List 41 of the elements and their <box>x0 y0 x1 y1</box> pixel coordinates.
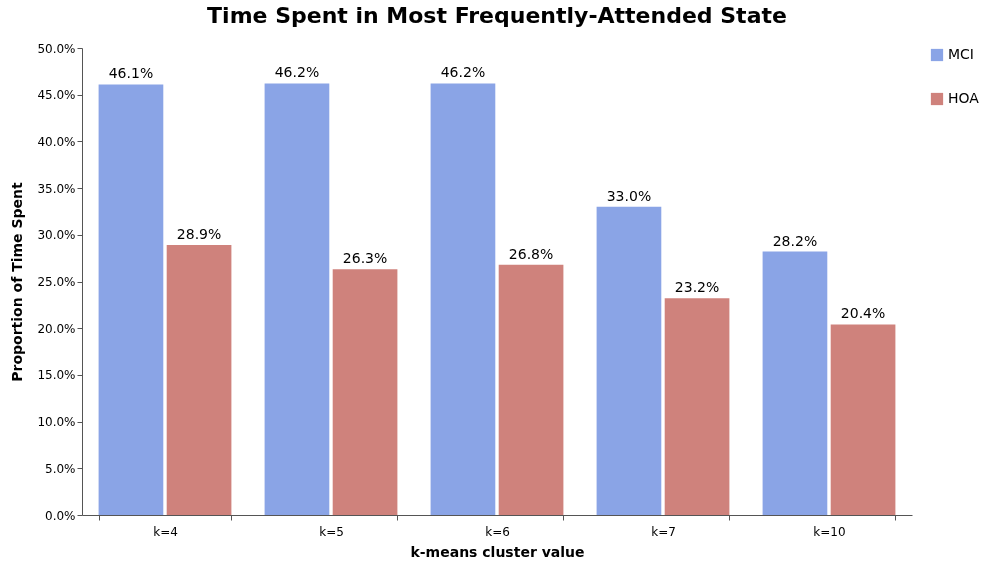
x-tick-label: k=6 <box>485 524 510 539</box>
data-label: 23.2% <box>674 279 720 296</box>
x-tick-label: k=4 <box>153 524 178 539</box>
data-label: 33.0% <box>606 187 652 204</box>
bar <box>332 269 398 515</box>
x-tick-label: k=10 <box>813 524 846 539</box>
y-tick-label: 20.0% <box>37 321 76 336</box>
data-label: 46.1% <box>108 65 154 82</box>
y-tick-label: 30.0% <box>37 228 76 243</box>
y-tick-label: 40.0% <box>37 134 76 149</box>
bar <box>264 83 330 515</box>
y-tick-label: 15.0% <box>37 368 76 383</box>
data-label: 28.9% <box>176 226 222 243</box>
x-axis-title: k-means cluster value <box>410 543 585 560</box>
y-tick-label: 50.0% <box>37 41 76 56</box>
data-label: 26.3% <box>342 250 388 267</box>
bar <box>98 84 164 515</box>
bar <box>596 206 662 515</box>
y-tick-label: 5.0% <box>45 461 76 476</box>
bar <box>664 298 730 515</box>
y-tick-label: 0.0% <box>45 508 76 523</box>
x-tick-label: k=5 <box>319 524 344 539</box>
chart-title: Time Spent in Most Frequently-Attended State <box>207 3 787 28</box>
data-label: 46.2% <box>274 64 320 81</box>
data-label: 46.2% <box>440 64 486 81</box>
bar <box>762 251 828 515</box>
legend-label: MCI <box>948 46 974 62</box>
bar <box>166 245 232 515</box>
x-tick-label: k=7 <box>651 524 676 539</box>
bar <box>498 264 564 515</box>
data-label: 26.8% <box>508 245 554 262</box>
data-label: 28.2% <box>772 232 818 249</box>
data-label: 20.4% <box>840 305 886 322</box>
y-tick-label: 25.0% <box>37 275 76 289</box>
y-tick-label: 35.0% <box>37 181 76 196</box>
y-axis-title: Proportion of Time Spent <box>9 181 26 382</box>
y-tick-label: 10.0% <box>37 415 76 430</box>
y-tick-label: 45.0% <box>37 88 76 103</box>
bar <box>430 83 496 515</box>
bar <box>830 324 896 515</box>
legend-label: HOA <box>948 90 980 106</box>
